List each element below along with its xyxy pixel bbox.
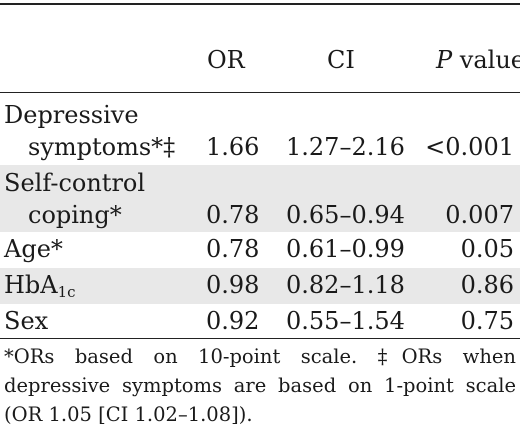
row-label-line2: coping* — [28, 201, 122, 229]
header-or: OR — [207, 46, 245, 74]
row-or: 0.78 — [206, 201, 260, 229]
row-label-subscript: 1c — [57, 283, 76, 301]
table-header-rule — [0, 92, 520, 93]
row-label: Sex — [4, 307, 49, 335]
table-row: Self-control coping* 0.78 0.65–0.94 0.00… — [0, 165, 520, 232]
table-footnote: *ORs based on 10-point scale. ‡ORs when … — [4, 345, 516, 426]
row-ci: 0.61–0.99 — [286, 235, 405, 263]
table-row: Depressive symptoms*‡ 1.66 1.27–2.16 <0.… — [0, 97, 520, 165]
row-ci: 1.27–2.16 — [286, 133, 405, 161]
row-p: 0.86 — [460, 271, 514, 299]
row-label-main: HbA — [4, 271, 58, 299]
row-p: 0.05 — [460, 235, 514, 263]
row-p: 0.007 — [445, 201, 514, 229]
row-label-line2: symptoms*‡ — [28, 133, 176, 161]
header-ci: CI — [327, 46, 355, 74]
table-row: Age* 0.78 0.61–0.99 0.05 — [0, 232, 520, 268]
header-p-rest: value — [452, 46, 520, 74]
row-ci: 0.55–1.54 — [286, 307, 405, 335]
row-label: Age* — [4, 235, 63, 263]
row-ci: 0.65–0.94 — [286, 201, 405, 229]
row-p: <0.001 — [425, 133, 514, 161]
row-or: 0.78 — [206, 235, 260, 263]
table-bottom-rule — [0, 338, 520, 339]
table-row: Sex 0.92 0.55–1.54 0.75 — [0, 304, 520, 338]
table-row: HbA1c 0.98 0.82–1.18 0.86 — [0, 268, 520, 304]
row-label-line1: Depressive — [4, 101, 139, 129]
header-p-value: P value — [436, 44, 520, 76]
row-or: 0.92 — [206, 307, 260, 335]
row-or: 0.98 — [206, 271, 260, 299]
row-label-hba1c: HbA1c — [4, 269, 76, 308]
row-label-line1: Self-control — [4, 169, 146, 197]
row-ci: 0.82–1.18 — [286, 271, 405, 299]
header-p-letter: P — [436, 46, 453, 74]
row-p: 0.75 — [460, 307, 514, 335]
table-top-rule — [0, 3, 520, 5]
row-or: 1.66 — [206, 133, 260, 161]
